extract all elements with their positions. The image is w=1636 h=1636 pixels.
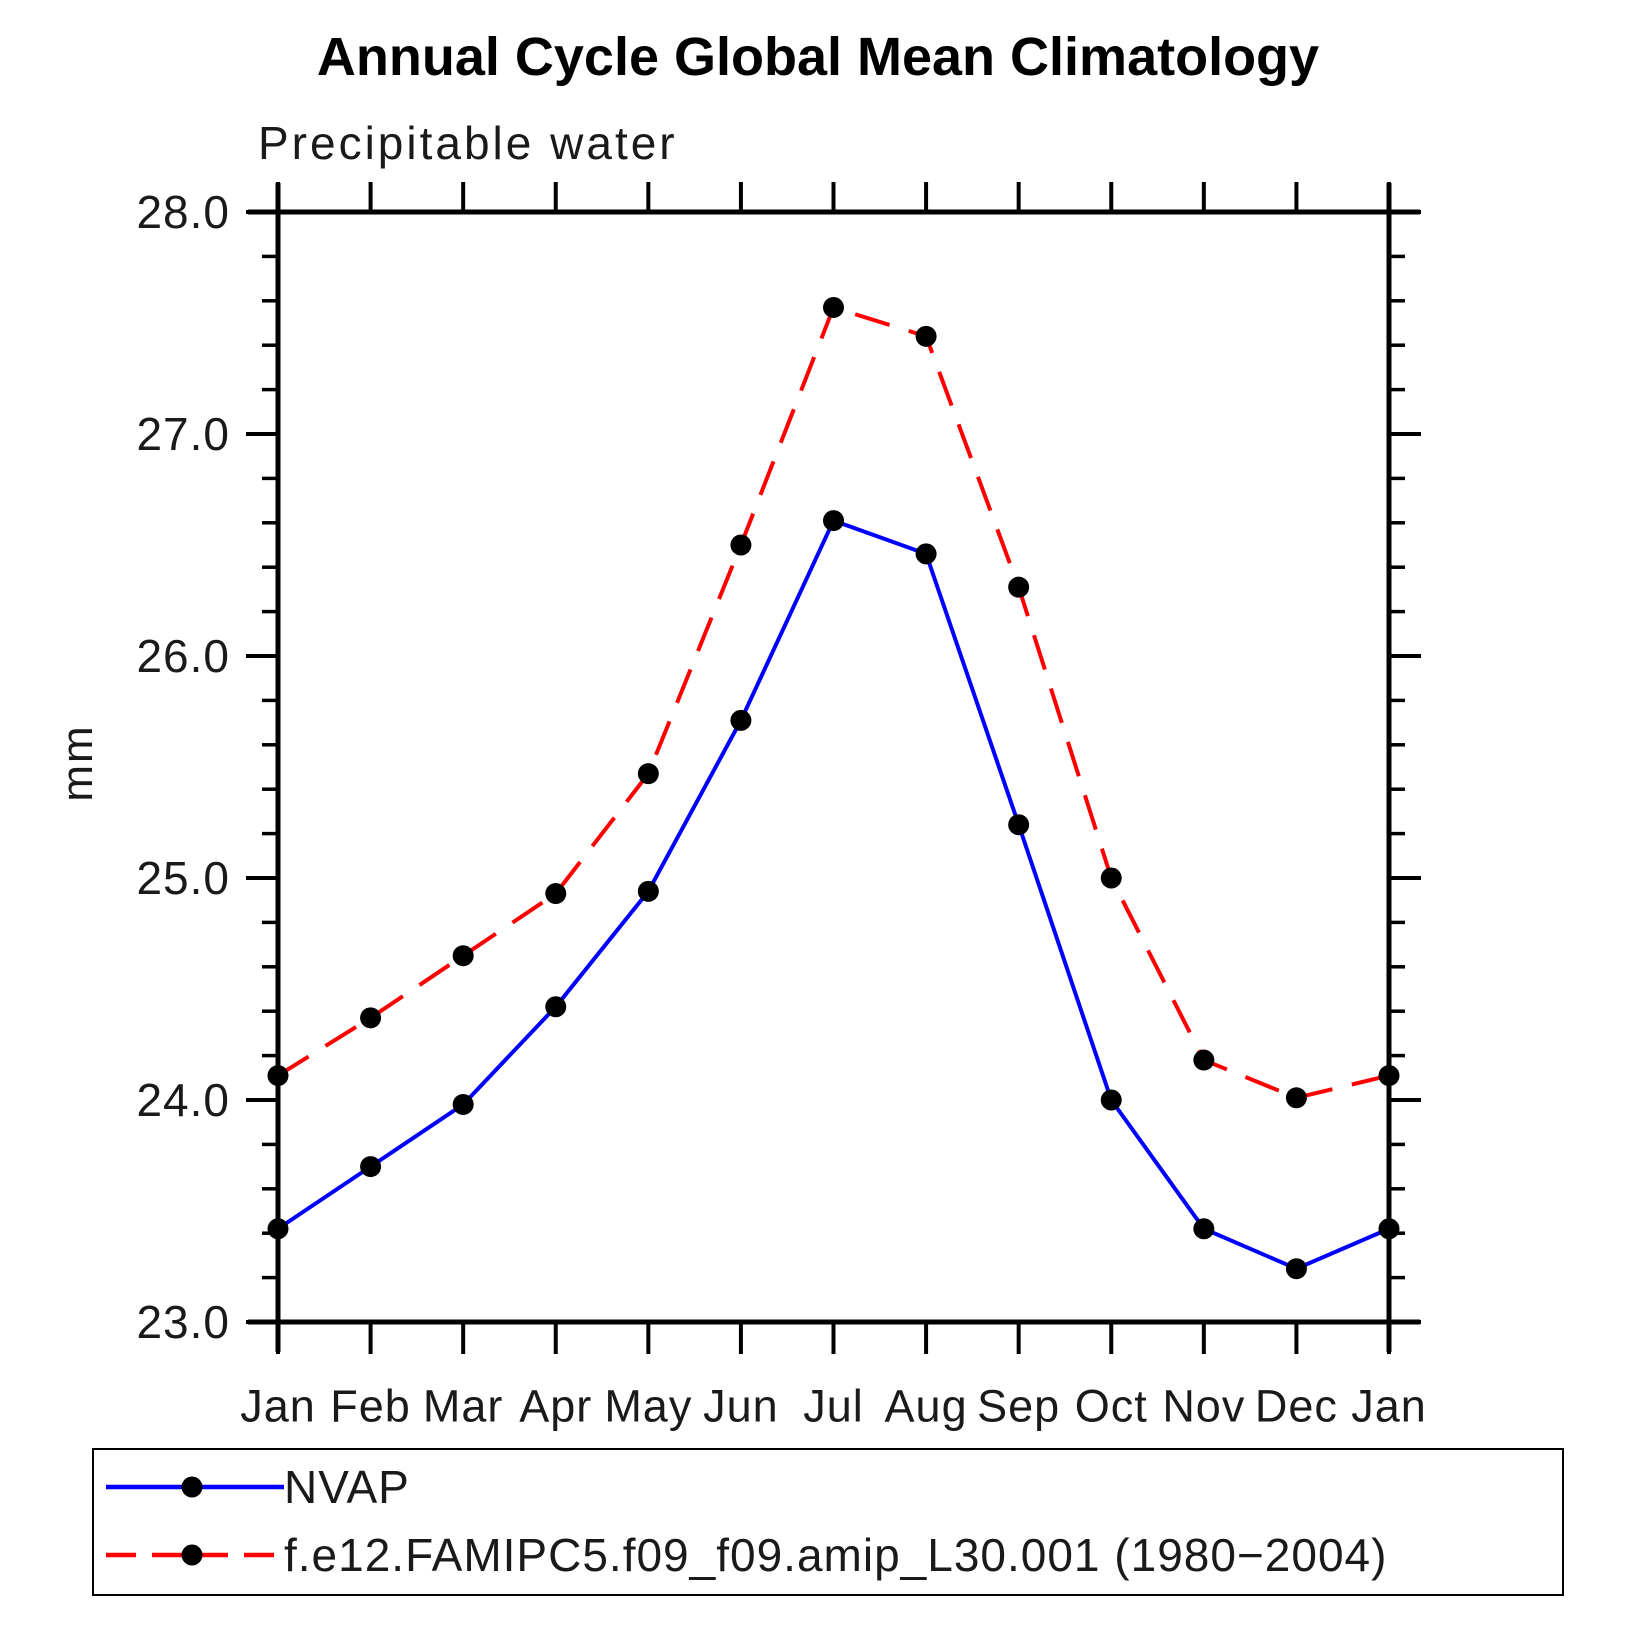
y-tick-label: 23.0 (136, 1296, 230, 1348)
data-point-marker (545, 883, 567, 905)
data-point-marker (730, 534, 752, 556)
legend-dot-icon (181, 1476, 203, 1498)
chart-subtitle: Precipitable water (258, 117, 678, 169)
x-tick-label: Nov (1162, 1381, 1245, 1432)
data-point-marker (360, 1156, 382, 1178)
data-point-marker (1100, 1089, 1122, 1111)
data-point-marker (637, 763, 659, 785)
data-point-marker (360, 1007, 382, 1029)
data-point-marker (1008, 576, 1030, 598)
data-point-marker (915, 325, 937, 347)
data-point-marker (915, 543, 937, 565)
data-point-marker (267, 1218, 289, 1240)
data-point-marker (1378, 1065, 1400, 1087)
legend-box: NVAP f.e12.FAMIPC5.f09_f09.amip_L30.001 … (92, 1448, 1564, 1596)
chart-title: Annual Cycle Global Mean Climatology (316, 27, 1320, 87)
data-point-marker (823, 510, 844, 532)
legend-label-nvap: NVAP (284, 1461, 410, 1513)
data-point-marker (730, 709, 752, 731)
x-tick-label: Sep (977, 1381, 1060, 1432)
x-tick-label: Jul (803, 1381, 864, 1432)
data-point-marker (1285, 1258, 1307, 1280)
data-point-marker (1100, 867, 1122, 889)
legend-dot-icon (181, 1544, 203, 1566)
x-tick-label: Jan (1351, 1381, 1427, 1432)
data-point-marker (1193, 1049, 1215, 1071)
x-tick-label: Feb (330, 1381, 411, 1432)
data-point-marker (1193, 1218, 1215, 1240)
data-point-marker (452, 945, 474, 967)
y-tick-label: 25.0 (136, 852, 230, 904)
y-tick-label: 26.0 (136, 630, 230, 682)
x-tick-label: Jun (703, 1381, 779, 1432)
x-tick-label: Oct (1075, 1381, 1148, 1432)
x-tick-label: Dec (1255, 1381, 1338, 1432)
x-tick-label: Aug (885, 1381, 968, 1432)
x-tick-label: Apr (519, 1381, 592, 1432)
legend-entry-model: f.e12.FAMIPC5.f09_f09.amip_L30.001 (1980… (94, 1529, 1562, 1581)
x-tick-label: Jan (240, 1381, 316, 1432)
solid-line-marker-icon (106, 1476, 284, 1498)
data-point-marker (545, 996, 567, 1018)
data-point-marker (823, 296, 844, 318)
legend-label-model: f.e12.FAMIPC5.f09_f09.amip_L30.001 (1980… (284, 1529, 1388, 1581)
y-tick-label: 28.0 (136, 186, 230, 238)
y-tick-label: 27.0 (136, 408, 230, 460)
y-tick-label: 24.0 (136, 1074, 230, 1126)
legend-entry-nvap: NVAP (94, 1461, 1562, 1513)
data-point-marker (637, 880, 659, 902)
data-point-marker (1285, 1087, 1307, 1109)
data-point-marker (1008, 814, 1030, 836)
data-point-marker (1378, 1218, 1400, 1240)
dashed-line-marker-icon (106, 1544, 284, 1566)
series-line-0 (276, 518, 1390, 1271)
data-point-marker (267, 1065, 289, 1087)
chart-canvas: Jan Feb Mar Apr May Jun Jul Aug Sep Oct Nov Dec Jan2… (136, 182, 1427, 1432)
series-line-1 (276, 304, 1390, 1100)
x-tick-label: May (604, 1381, 692, 1432)
x-tick-label: Mar (423, 1381, 504, 1432)
data-point-marker (452, 1093, 474, 1115)
